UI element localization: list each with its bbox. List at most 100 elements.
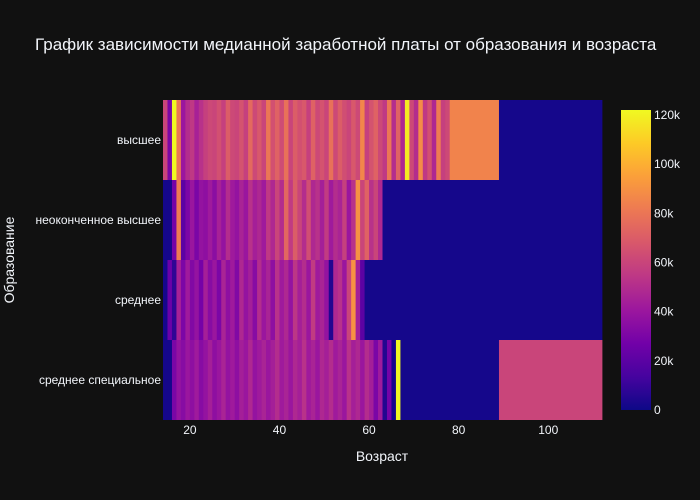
heatmap-cell (306, 100, 312, 180)
heatmap-cell (198, 100, 204, 180)
heatmap-cell (288, 100, 294, 180)
heatmap-cell (283, 100, 289, 180)
colorbar-tick-label: 40k (654, 305, 674, 319)
heatmap-cell (216, 340, 222, 420)
heatmap-cell (395, 340, 401, 420)
heatmap-cell (369, 100, 374, 180)
heatmap-cell (373, 180, 379, 260)
heatmap-cell (382, 180, 603, 260)
heatmap-cell (498, 100, 603, 180)
heatmap-cell (221, 260, 227, 340)
heatmap-cell (333, 180, 339, 260)
heatmap-cell (185, 340, 191, 420)
heatmap-cell (261, 100, 267, 180)
heatmap-cell (239, 260, 245, 340)
heatmap-cell (274, 340, 280, 420)
heatmap-cell (301, 340, 307, 420)
y-tick-label: среднее (115, 293, 161, 307)
y-axis-ticks: высшее неоконченное высшее среднее среднее … (36, 133, 162, 387)
heatmap-cell (351, 260, 357, 340)
y-tick-label: неоконченное высшее (36, 213, 162, 227)
heatmap-cell (234, 260, 240, 340)
heatmap-cell (203, 260, 209, 340)
heatmap-cell (395, 100, 401, 180)
heatmap-cell (225, 100, 231, 180)
heatmap-cell (498, 340, 603, 420)
x-tick-label: 60 (362, 423, 376, 437)
heatmap-cell (404, 100, 410, 180)
heatmap-cell (360, 340, 365, 420)
heatmap-cell (194, 260, 200, 340)
heatmap-cell (449, 100, 500, 180)
heatmap-cell (230, 180, 236, 260)
heatmap-cell (230, 260, 236, 340)
heatmap-cell (185, 100, 191, 180)
y-tick-label: среднее специальное (39, 373, 161, 387)
heatmap-cell (297, 260, 303, 340)
chart-title: График зависимости медианной заработной … (35, 35, 657, 54)
x-tick-label: 20 (183, 423, 197, 437)
heatmap-cell (310, 100, 316, 180)
heatmap-cell (189, 180, 195, 260)
x-axis-title: Возраст (356, 448, 409, 464)
heatmap-cell (279, 100, 285, 180)
heatmap-cell (212, 180, 218, 260)
heatmap-cell (292, 260, 298, 340)
heatmap-cell (324, 260, 330, 340)
heatmap-cell (315, 100, 321, 180)
heatmap-cell (180, 340, 186, 420)
heatmap-cell (266, 100, 271, 180)
heatmap-cell (194, 180, 200, 260)
heatmap-cell (342, 260, 348, 340)
heatmap-cell (198, 340, 204, 420)
heatmap-cell (310, 180, 316, 260)
heatmap-cell (252, 100, 258, 180)
heatmap-cell (364, 260, 603, 340)
heatmap-cell (431, 100, 437, 180)
heatmap-cell (207, 260, 213, 340)
colorbar-tick-label: 20k (654, 354, 674, 368)
heatmap-cell (207, 180, 213, 260)
heatmap-cell (337, 100, 343, 180)
heatmap-cell (288, 180, 294, 260)
heatmap-cell (310, 260, 316, 340)
heatmap-cell (180, 180, 186, 260)
heatmap-cell (355, 340, 361, 420)
heatmap-cell (257, 340, 262, 420)
heatmap-cell (243, 260, 249, 340)
heatmap-cell (355, 260, 361, 340)
heatmap-cell (225, 180, 231, 260)
colorbar-tick-label: 120k (654, 108, 681, 122)
heatmap-cell (203, 340, 209, 420)
heatmap-cell (315, 340, 321, 420)
heatmap-cell (342, 180, 348, 260)
heatmap-cell (355, 100, 361, 180)
heatmap-cell (171, 100, 177, 180)
heatmap-cell (185, 180, 191, 260)
heatmap-cell (225, 340, 231, 420)
heatmap-cell (203, 180, 209, 260)
heatmap-cell (319, 180, 325, 260)
heatmap-cell (328, 180, 334, 260)
heatmap-cell (324, 340, 330, 420)
heatmap-cell (194, 100, 200, 180)
heatmap-cell (306, 180, 312, 260)
heatmap-cell (288, 340, 294, 420)
heatmap-cell (189, 100, 195, 180)
heatmap-cell (346, 340, 352, 420)
heatmap-cell (248, 180, 253, 260)
heatmap-cell (212, 340, 218, 420)
heatmap-cell (239, 100, 245, 180)
heatmap-cells (163, 100, 603, 420)
heatmap-cell (243, 180, 249, 260)
heatmap-cell (221, 100, 227, 180)
heatmap-cell (279, 340, 285, 420)
heatmap-cell (248, 100, 253, 180)
heatmap-cell (266, 340, 271, 420)
heatmap-cell (171, 340, 177, 420)
heatmap-cell (261, 180, 267, 260)
heatmap-cell (297, 180, 303, 260)
heatmap-cell (225, 260, 231, 340)
heatmap-cell (279, 260, 285, 340)
heatmap-cell (176, 100, 182, 180)
